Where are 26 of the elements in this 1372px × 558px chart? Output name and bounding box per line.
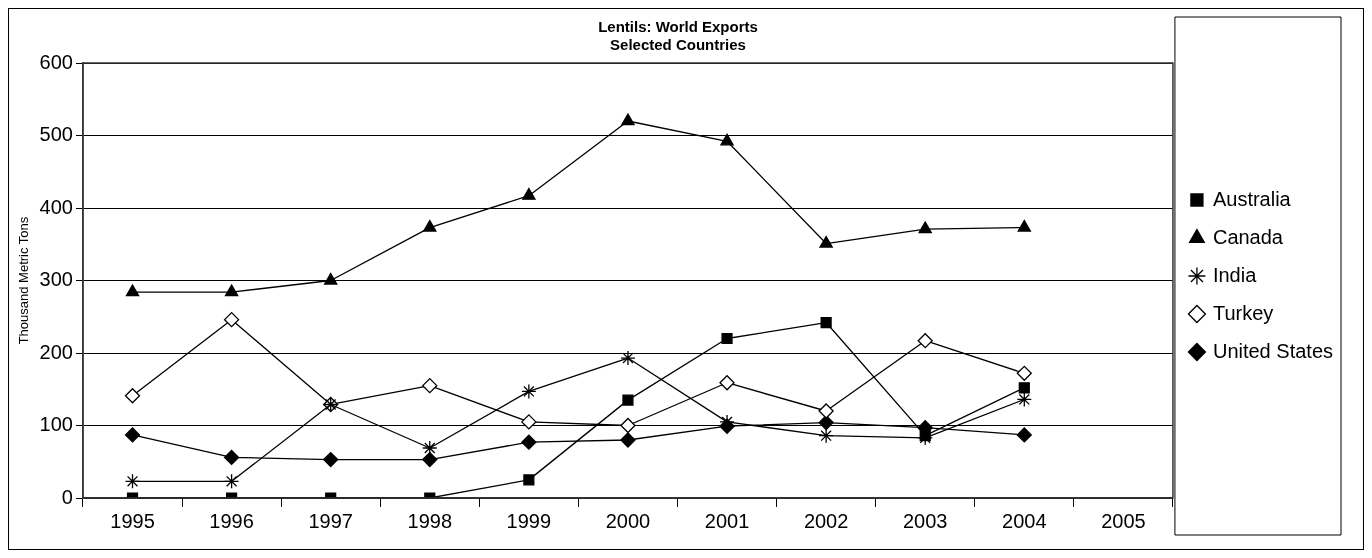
x-tick-label: 2003 bbox=[902, 509, 948, 532]
x-tick-label: 2005 bbox=[1101, 509, 1146, 532]
legend-label: Australia bbox=[1212, 187, 1292, 210]
y-tick-label: 200 bbox=[39, 340, 73, 363]
x-tick-label: 1995 bbox=[110, 509, 155, 532]
x-tick-label: 2000 bbox=[605, 509, 651, 532]
legend-label: United States bbox=[1212, 339, 1334, 362]
legend-label: India bbox=[1212, 263, 1258, 286]
y-tick-label: 400 bbox=[39, 195, 73, 218]
y-tick-label: 600 bbox=[39, 50, 73, 73]
x-tick-label: 1996 bbox=[209, 509, 254, 532]
x-tick-label: 2001 bbox=[704, 509, 750, 532]
x-tick-label: 2002 bbox=[803, 509, 849, 532]
y-tick-label: 100 bbox=[39, 413, 73, 436]
y-axis-title: Thousand Metric Tons bbox=[16, 216, 32, 345]
chart-subtitle: Selected Countries bbox=[610, 36, 746, 54]
chart-title: Lentils: World Exports bbox=[598, 18, 758, 36]
legend-label: Canada bbox=[1212, 225, 1284, 248]
y-tick-label: 300 bbox=[39, 268, 73, 291]
y-tick-label: 500 bbox=[39, 123, 73, 146]
x-tick-label: 1999 bbox=[506, 509, 552, 532]
x-tick-label: 1997 bbox=[308, 509, 353, 532]
y-tick-label: 0 bbox=[61, 485, 73, 508]
legend-label: Turkey bbox=[1212, 301, 1274, 324]
x-tick-label: 1998 bbox=[407, 509, 453, 532]
x-tick-label: 2004 bbox=[1002, 509, 1047, 532]
